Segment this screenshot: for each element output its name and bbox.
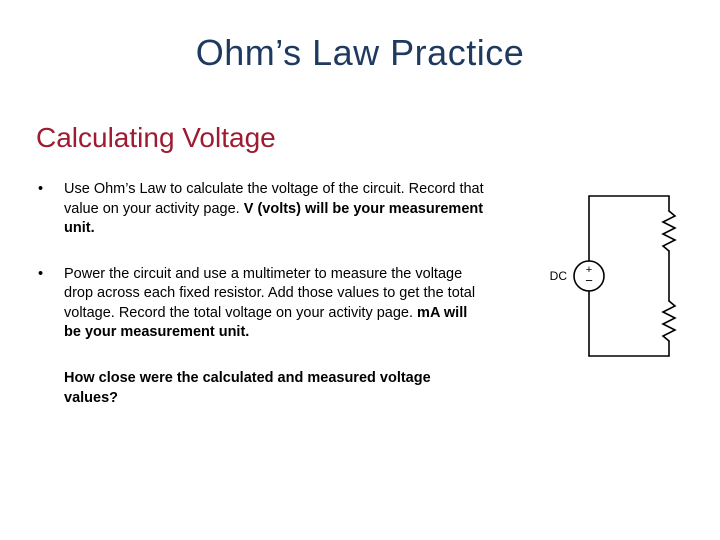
bullet-text: Power the circuit and use a multimeter t… [64,265,484,343]
bullet-list: • Use Ohm’s Law to calculate the voltage… [36,180,549,408]
followup-question: How close were the calculated and measur… [64,369,484,408]
minus-label: − [585,273,593,288]
bullet-marker: • [36,180,64,239]
bullet-marker: • [36,265,64,343]
dc-label: DC [550,269,568,283]
slide: Ohm’s Law Practice Calculating Voltage •… [0,0,720,540]
circuit-svg: + − DC [549,186,684,366]
bullet-text: Use Ohm’s Law to calculate the voltage o… [64,180,484,239]
bullet-item: • Use Ohm’s Law to calculate the voltage… [36,180,539,239]
slide-subtitle: Calculating Voltage [36,122,684,154]
bullet-plain: Power the circuit and use a multimeter t… [64,266,475,321]
content-row: • Use Ohm’s Law to calculate the voltage… [36,180,684,408]
slide-title: Ohm’s Law Practice [36,32,684,74]
bullet-item: • Power the circuit and use a multimeter… [36,265,539,343]
circuit-diagram: + − DC [549,186,684,371]
